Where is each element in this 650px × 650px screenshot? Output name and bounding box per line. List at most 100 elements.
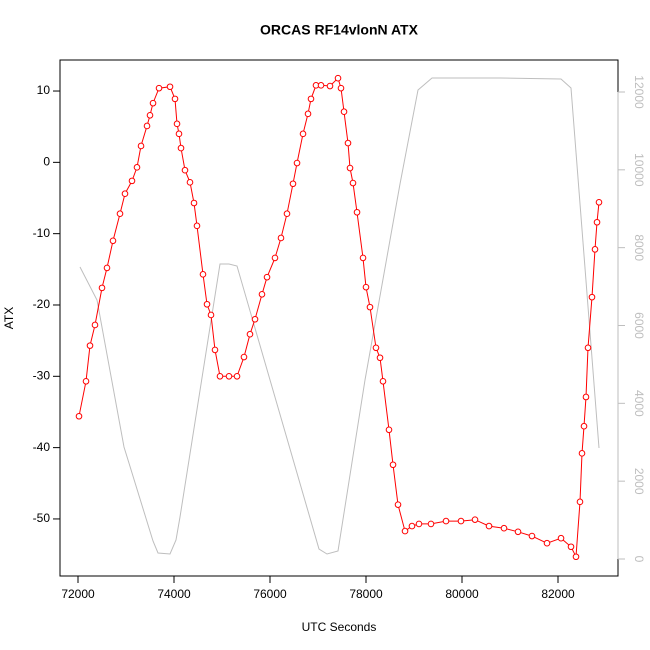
y2-tick-label: 10000 bbox=[632, 153, 646, 187]
data-point bbox=[385, 426, 393, 434]
data-point bbox=[362, 283, 370, 291]
data-point bbox=[277, 234, 285, 242]
data-point bbox=[133, 164, 141, 171]
series-line bbox=[78, 77, 600, 559]
data-point bbox=[379, 377, 387, 385]
data-point bbox=[591, 246, 599, 253]
data-point bbox=[137, 142, 145, 150]
data-point bbox=[543, 539, 551, 547]
data-point bbox=[359, 254, 367, 262]
data-point bbox=[82, 377, 90, 385]
data-point bbox=[199, 271, 207, 278]
data-point bbox=[372, 344, 380, 352]
data-point bbox=[251, 315, 259, 323]
data-point bbox=[283, 210, 291, 217]
data-point bbox=[457, 517, 465, 525]
y-tick-label: 10 bbox=[37, 83, 51, 97]
data-point bbox=[307, 95, 315, 103]
data-point bbox=[567, 543, 575, 551]
x-tick-label: 76000 bbox=[253, 587, 287, 601]
y-tick-label: 0 bbox=[43, 155, 50, 169]
data-point bbox=[415, 520, 423, 528]
data-point bbox=[514, 528, 522, 536]
data-point bbox=[98, 284, 106, 292]
data-point bbox=[593, 218, 601, 226]
data-point bbox=[442, 517, 450, 525]
data-point bbox=[258, 290, 266, 298]
y-tick-label: -30 bbox=[33, 368, 51, 382]
data-point bbox=[175, 130, 183, 138]
data-point bbox=[155, 84, 163, 92]
data-point bbox=[225, 373, 233, 380]
data-point bbox=[595, 198, 603, 206]
y-tick-label: -20 bbox=[33, 297, 51, 311]
y-tick-label: -50 bbox=[33, 511, 51, 525]
data-point bbox=[471, 516, 479, 523]
data-point bbox=[128, 177, 136, 185]
series-line bbox=[79, 77, 600, 555]
data-point bbox=[240, 353, 248, 361]
data-point bbox=[121, 190, 129, 198]
data-point bbox=[181, 166, 189, 174]
data-point bbox=[91, 321, 99, 329]
data-point bbox=[103, 264, 111, 272]
data-point bbox=[86, 342, 94, 349]
data-point bbox=[337, 84, 345, 92]
y2-tick-label: 12000 bbox=[632, 75, 646, 109]
data-point bbox=[317, 82, 325, 89]
data-point bbox=[389, 461, 397, 469]
data-point bbox=[203, 300, 211, 308]
data-point bbox=[349, 179, 357, 187]
chart-title: ORCAS RF14vlonN ATX bbox=[260, 22, 419, 38]
data-point bbox=[149, 99, 157, 107]
x-tick-label: 80000 bbox=[445, 587, 479, 601]
data-point bbox=[376, 354, 384, 362]
data-point bbox=[582, 393, 590, 401]
data-point bbox=[207, 311, 215, 319]
data-point bbox=[304, 110, 312, 118]
data-point bbox=[211, 346, 219, 354]
y2-tick-label: 4000 bbox=[632, 390, 646, 417]
data-point bbox=[326, 82, 334, 90]
data-point bbox=[177, 144, 185, 152]
data-point bbox=[340, 108, 348, 116]
data-point bbox=[408, 522, 416, 530]
data-point bbox=[485, 522, 493, 530]
data-point bbox=[143, 122, 151, 130]
x-tick-label: 82000 bbox=[541, 587, 575, 601]
data-point bbox=[193, 222, 201, 230]
data-point bbox=[401, 527, 409, 535]
data-point bbox=[246, 330, 254, 338]
data-point bbox=[394, 501, 402, 508]
data-point bbox=[584, 344, 592, 352]
y2-tick-label: 0 bbox=[632, 556, 646, 563]
data-point bbox=[576, 498, 584, 506]
data-point bbox=[578, 450, 586, 457]
data-point bbox=[190, 199, 198, 207]
data-point bbox=[557, 534, 565, 542]
data-point bbox=[427, 520, 435, 528]
y2-tick-label: 8000 bbox=[632, 234, 646, 261]
data-point bbox=[263, 273, 271, 281]
x-axis-label: UTC Seconds bbox=[302, 620, 377, 634]
data-point bbox=[366, 303, 374, 311]
data-point bbox=[299, 130, 307, 138]
x-tick-label: 78000 bbox=[349, 587, 383, 601]
y2-tick-label: 6000 bbox=[632, 312, 646, 339]
data-point bbox=[500, 524, 508, 532]
data-point bbox=[171, 95, 179, 103]
data-point bbox=[271, 254, 279, 262]
y-tick-label: -40 bbox=[33, 440, 51, 454]
data-point bbox=[173, 120, 181, 128]
x-tick-label: 72000 bbox=[61, 587, 95, 601]
data-point bbox=[75, 412, 83, 420]
data-point bbox=[528, 532, 536, 540]
data-point bbox=[233, 373, 241, 380]
data-point bbox=[580, 422, 588, 430]
y-axis-label: ATX bbox=[2, 307, 16, 329]
data-point bbox=[146, 111, 154, 119]
data-point bbox=[109, 237, 117, 245]
x-tick-label: 74000 bbox=[157, 587, 191, 601]
